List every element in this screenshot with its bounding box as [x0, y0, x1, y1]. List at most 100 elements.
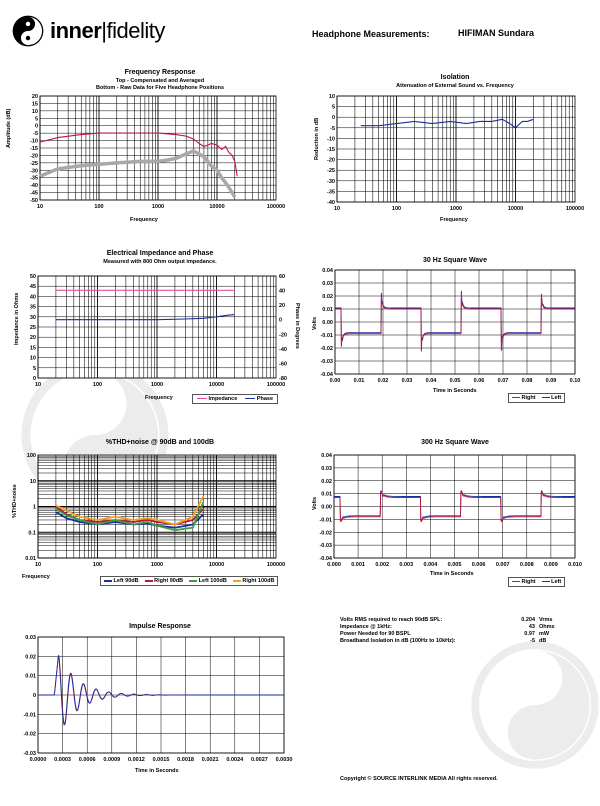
- logo-text: inner|fidelity: [50, 18, 165, 43]
- imp-ylabel: Impedance in Ohms: [14, 292, 20, 345]
- sq300-y-tick-label: 0.04: [321, 453, 333, 459]
- thd-y-tick-label: 100: [27, 453, 36, 459]
- thd-ylabel: %THD+noise: [12, 484, 18, 518]
- fr-y-tick-label: -30: [30, 168, 38, 174]
- yinyang-logo-icon: [12, 15, 44, 47]
- thd-x-tick-label: 10: [35, 562, 41, 568]
- sq30-x-tick-label: 0.02: [378, 378, 389, 384]
- thd-y-tick-label: 0.01: [25, 556, 36, 562]
- sq300-x-tick-label: 0.005: [448, 562, 462, 568]
- sq300-x-tick-label: 0.001: [351, 562, 365, 568]
- spec-row: Impedance @ 1kHz: 43 Ohms: [340, 624, 555, 630]
- ir-title: Impulse Response: [129, 623, 191, 630]
- ir-x-tick-label: 0.0018: [177, 757, 194, 763]
- sq300-x-tick-label: 0.010: [568, 562, 582, 568]
- iso-x-tick-label: 10000: [508, 206, 523, 212]
- imp-y-tick-label: 5: [33, 366, 36, 372]
- thd-y-tick-label: 0.1: [28, 530, 36, 536]
- spec-row: Broadband Isolation in dB (100Hz to 10kH…: [340, 638, 547, 644]
- thd-y-tick-label: 1: [33, 505, 36, 511]
- ir-y-tick-label: 0.01: [25, 674, 36, 680]
- sq300-y-tick-label: 0.03: [321, 466, 332, 472]
- fr-y-tick-label: -25: [30, 161, 38, 167]
- sq30-x-tick-label: 0.10: [570, 378, 581, 384]
- ir-y-tick-label: 0.03: [25, 635, 36, 641]
- imp-x-tick-label: 1000: [151, 382, 163, 388]
- sq30-series-line: [335, 291, 575, 352]
- fr-subtitle-2: Bottom - Raw Data for Five Headphone Pos…: [95, 85, 225, 91]
- imp-series-line: [55, 314, 235, 321]
- sq300-y-tick-label: 0.00: [321, 505, 332, 511]
- sq300-x-tick-label: 0.000: [327, 562, 341, 568]
- ir-y-tick-label: -0.01: [23, 712, 36, 718]
- sq300-y-tick-label: -0.04: [319, 556, 332, 562]
- thd-x-tick-label: 10000: [209, 562, 224, 568]
- sq30-legend: Right Left: [508, 393, 566, 403]
- ir-x-tick-label: 0.0012: [128, 757, 145, 763]
- iso-xlabel: Frequency: [440, 217, 468, 223]
- sq30-x-tick-label: 0.06: [474, 378, 485, 384]
- imp-y-tick-label: 35: [30, 305, 36, 311]
- imp-y2-tick-label: 20: [279, 303, 285, 309]
- sq30-x-tick-label: 0.05: [450, 378, 461, 384]
- fr-x-tick-label: 1000: [152, 204, 164, 210]
- legend-right: Right: [521, 579, 536, 585]
- ir-x-tick-label: 0.0021: [202, 757, 219, 763]
- iso-y-tick-label: 10: [329, 94, 335, 100]
- fr-y-tick-label: -45: [30, 191, 38, 197]
- ir-x-tick-label: 0.0015: [153, 757, 170, 763]
- imp-y2label: Phase in Degrees: [294, 303, 300, 349]
- sq300-title: 300 Hz Square Wave: [421, 439, 489, 446]
- legend-left-90: Left 90dB: [113, 578, 139, 584]
- fr-y-tick-label: -35: [30, 176, 38, 182]
- legend-left-100: Left 100dB: [198, 578, 227, 584]
- sq300-y-tick-label: -0.02: [319, 530, 332, 536]
- thd-x-tick-label: 1000: [151, 562, 163, 568]
- sq30-x-tick-label: 0.09: [546, 378, 557, 384]
- iso-y-tick-label: -10: [327, 136, 335, 142]
- sq30-x-tick-label: 0.04: [426, 378, 438, 384]
- ir-x-tick-label: 0.0024: [226, 757, 244, 763]
- ir-y-tick-label: 0: [33, 693, 36, 699]
- ir-y-tick-label: -0.02: [23, 732, 36, 738]
- spec-row: Power Needed for 90 BSPL 0.97 mW: [340, 631, 550, 637]
- logo: inner|fidelity: [12, 14, 165, 48]
- iso-y-tick-label: -25: [327, 168, 335, 174]
- ir-x-tick-label: 0.0030: [276, 757, 293, 763]
- imp-y-tick-label: 15: [30, 345, 36, 351]
- fr-x-tick-label: 100000: [267, 204, 285, 210]
- sq30-ylabel: Volts: [312, 316, 318, 330]
- thd-series-line: [55, 495, 205, 526]
- sq30-x-tick-label: 0.01: [354, 378, 365, 384]
- imp-y-tick-label: 45: [30, 284, 36, 290]
- iso-y-tick-label: -35: [327, 189, 335, 195]
- thd-x-tick-label: 100000: [267, 562, 285, 568]
- ir-y-tick-label: 0.02: [25, 654, 36, 660]
- sq300-x-tick-label: 0.003: [399, 562, 413, 568]
- fr-y-tick-label: 20: [32, 94, 38, 100]
- fr-y-tick-label: -40: [30, 183, 38, 189]
- legend-right-90: Right 90dB: [154, 578, 184, 584]
- sq30-y-tick-label: -0.02: [320, 346, 333, 352]
- sq30-y-tick-label: -0.01: [320, 333, 333, 339]
- sq300-x-tick-label: 0.006: [472, 562, 486, 568]
- ir-xlabel: Time in Seconds: [135, 768, 179, 774]
- sq300-y-tick-label: 0.01: [321, 492, 332, 498]
- thd-y-tick-label: 10: [30, 479, 36, 485]
- sq30-x-tick-label: 0.07: [498, 378, 509, 384]
- imp-x-tick-label: 100: [93, 382, 102, 388]
- sq300-x-tick-label: 0.007: [496, 562, 510, 568]
- imp-y-tick-label: 0: [33, 376, 36, 382]
- fr-x-tick-label: 100: [94, 204, 103, 210]
- imp-y2-tick-label: 0: [279, 318, 282, 324]
- fr-title: Frequency Response: [124, 69, 196, 76]
- ir-series-line: [38, 655, 284, 726]
- sq30-xlabel: Time in Seconds: [433, 388, 477, 394]
- legend-phase: Phase: [256, 396, 274, 402]
- imp-y2-tick-label: -40: [279, 347, 287, 353]
- thd-x-tick-label: 100: [93, 562, 102, 568]
- ir-x-tick-label: 0.0003: [54, 757, 71, 763]
- fr-x-tick-label: 10: [37, 204, 43, 210]
- sq30-y-tick-label: 0.03: [322, 281, 333, 287]
- headphone-model: HIFIMAN Sundara: [458, 28, 535, 38]
